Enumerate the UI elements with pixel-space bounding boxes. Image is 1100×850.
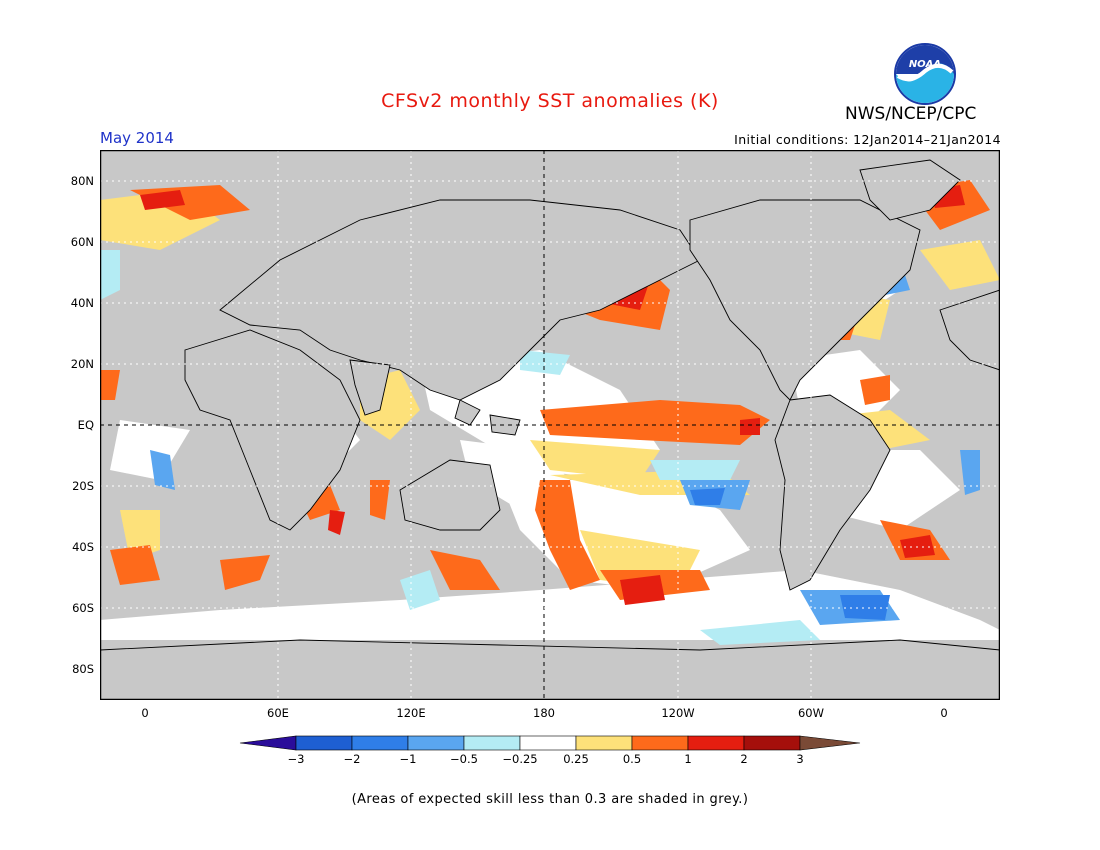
colorbar-label: 1 xyxy=(684,752,692,766)
lon-label-60e: 60E xyxy=(267,706,289,720)
lat-label-80s: 80S xyxy=(72,662,94,676)
forecast-month: May 2014 xyxy=(100,129,174,147)
agency-label: NWS/NCEP/CPC xyxy=(845,104,977,124)
lat-label-80n: 80N xyxy=(70,174,94,188)
colorbar-label: 2 xyxy=(740,752,748,766)
initial-conditions: Initial conditions: 12Jan2014–21Jan2014 xyxy=(734,132,1001,147)
strong-cool-regions xyxy=(690,488,890,620)
lat-label-40n: 40N xyxy=(70,296,94,310)
colorbar-label: −1 xyxy=(399,752,417,766)
continent-outlines xyxy=(100,159,1000,700)
lon-label-0-west: 0 xyxy=(141,706,149,720)
colorbar-bin xyxy=(351,735,409,751)
colorbar-label: −3 xyxy=(287,752,305,766)
lon-label-120w: 120W xyxy=(661,706,695,720)
map-frame xyxy=(100,150,1000,700)
noaa-logo: NOAA xyxy=(894,43,956,105)
colorbar-bin xyxy=(743,735,801,751)
colorbar-label: −0.25 xyxy=(502,752,538,766)
colorbar-bin xyxy=(295,735,353,751)
colorbar-label: 3 xyxy=(796,752,804,766)
lat-label-60s: 60S xyxy=(72,601,94,615)
colorbar-label: 0.25 xyxy=(563,752,589,766)
svg-text:NOAA: NOAA xyxy=(909,59,941,70)
colorbar-bin xyxy=(631,735,689,751)
lat-label-40s: 40S xyxy=(72,540,94,554)
colorbar-label: 0.5 xyxy=(622,752,642,766)
lat-label-20s: 20S xyxy=(72,479,94,493)
lon-label-120e: 120E xyxy=(396,706,426,720)
map-title: CFSv2 monthly SST anomalies (K) xyxy=(381,90,719,112)
colorbar-label: −2 xyxy=(343,752,361,766)
lon-label-0-east: 0 xyxy=(940,706,948,720)
lat-label-eq: EQ xyxy=(77,418,94,432)
lat-label-20n: 20N xyxy=(70,357,94,371)
colorbar-label: −0.5 xyxy=(450,752,478,766)
colorbar-underflow-arrow xyxy=(239,735,297,751)
lon-label-60w: 60W xyxy=(797,706,824,720)
colorbar-bin xyxy=(463,735,521,751)
sst-anomaly-map xyxy=(100,150,1000,700)
colorbar-bin xyxy=(687,735,745,751)
skill-footnote: (Areas of expected skill less than 0.3 a… xyxy=(351,792,749,807)
colorbar-bin xyxy=(575,735,633,751)
lat-label-60n: 60N xyxy=(70,235,94,249)
colorbar-bin xyxy=(519,735,577,751)
colorbar-bin xyxy=(407,735,465,751)
colorbar xyxy=(239,735,861,751)
lon-label-180: 180 xyxy=(533,706,555,720)
colorbar-overflow-arrow xyxy=(799,735,861,751)
